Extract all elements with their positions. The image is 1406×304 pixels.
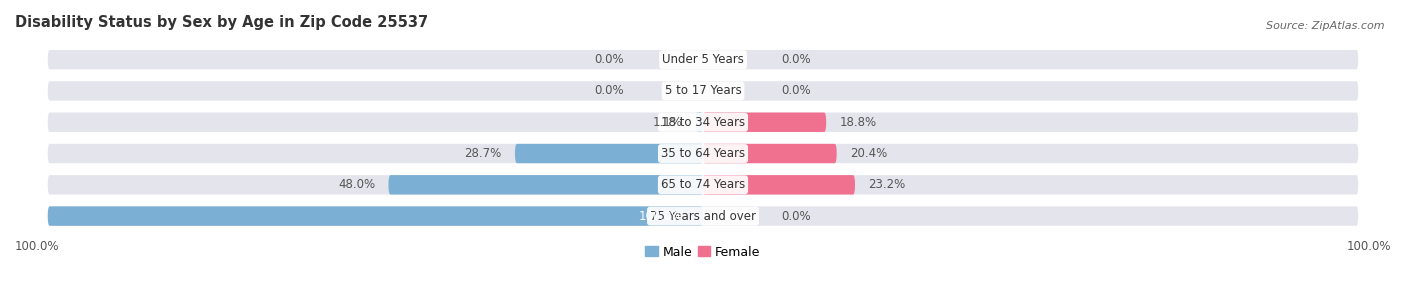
FancyBboxPatch shape [48, 175, 1358, 195]
Text: 75 Years and over: 75 Years and over [650, 209, 756, 223]
Text: 23.2%: 23.2% [868, 178, 905, 191]
Text: 5 to 17 Years: 5 to 17 Years [665, 85, 741, 98]
FancyBboxPatch shape [48, 144, 1358, 163]
FancyBboxPatch shape [703, 175, 855, 195]
Text: Disability Status by Sex by Age in Zip Code 25537: Disability Status by Sex by Age in Zip C… [15, 15, 427, 30]
Text: 100.0%: 100.0% [638, 209, 683, 223]
FancyBboxPatch shape [48, 112, 1358, 132]
Text: 48.0%: 48.0% [339, 178, 375, 191]
FancyBboxPatch shape [515, 144, 703, 163]
FancyBboxPatch shape [696, 112, 703, 132]
FancyBboxPatch shape [703, 112, 827, 132]
Text: 0.0%: 0.0% [782, 85, 811, 98]
Text: 18 to 34 Years: 18 to 34 Years [661, 116, 745, 129]
Text: 20.4%: 20.4% [849, 147, 887, 160]
FancyBboxPatch shape [48, 50, 1358, 69]
FancyBboxPatch shape [388, 175, 703, 195]
FancyBboxPatch shape [703, 144, 837, 163]
Text: 18.8%: 18.8% [839, 116, 876, 129]
Text: 35 to 64 Years: 35 to 64 Years [661, 147, 745, 160]
Legend: Male, Female: Male, Female [641, 240, 765, 264]
Text: 0.0%: 0.0% [595, 85, 624, 98]
FancyBboxPatch shape [48, 81, 1358, 101]
Text: Source: ZipAtlas.com: Source: ZipAtlas.com [1267, 21, 1385, 31]
FancyBboxPatch shape [48, 206, 1358, 226]
Text: 0.0%: 0.0% [782, 53, 811, 66]
Text: 0.0%: 0.0% [782, 209, 811, 223]
Text: 100.0%: 100.0% [1347, 240, 1391, 253]
FancyBboxPatch shape [48, 206, 703, 226]
Text: 1.1%: 1.1% [652, 116, 683, 129]
Text: 28.7%: 28.7% [464, 147, 502, 160]
Text: 0.0%: 0.0% [595, 53, 624, 66]
Text: 100.0%: 100.0% [15, 240, 59, 253]
Text: 65 to 74 Years: 65 to 74 Years [661, 178, 745, 191]
Text: Under 5 Years: Under 5 Years [662, 53, 744, 66]
